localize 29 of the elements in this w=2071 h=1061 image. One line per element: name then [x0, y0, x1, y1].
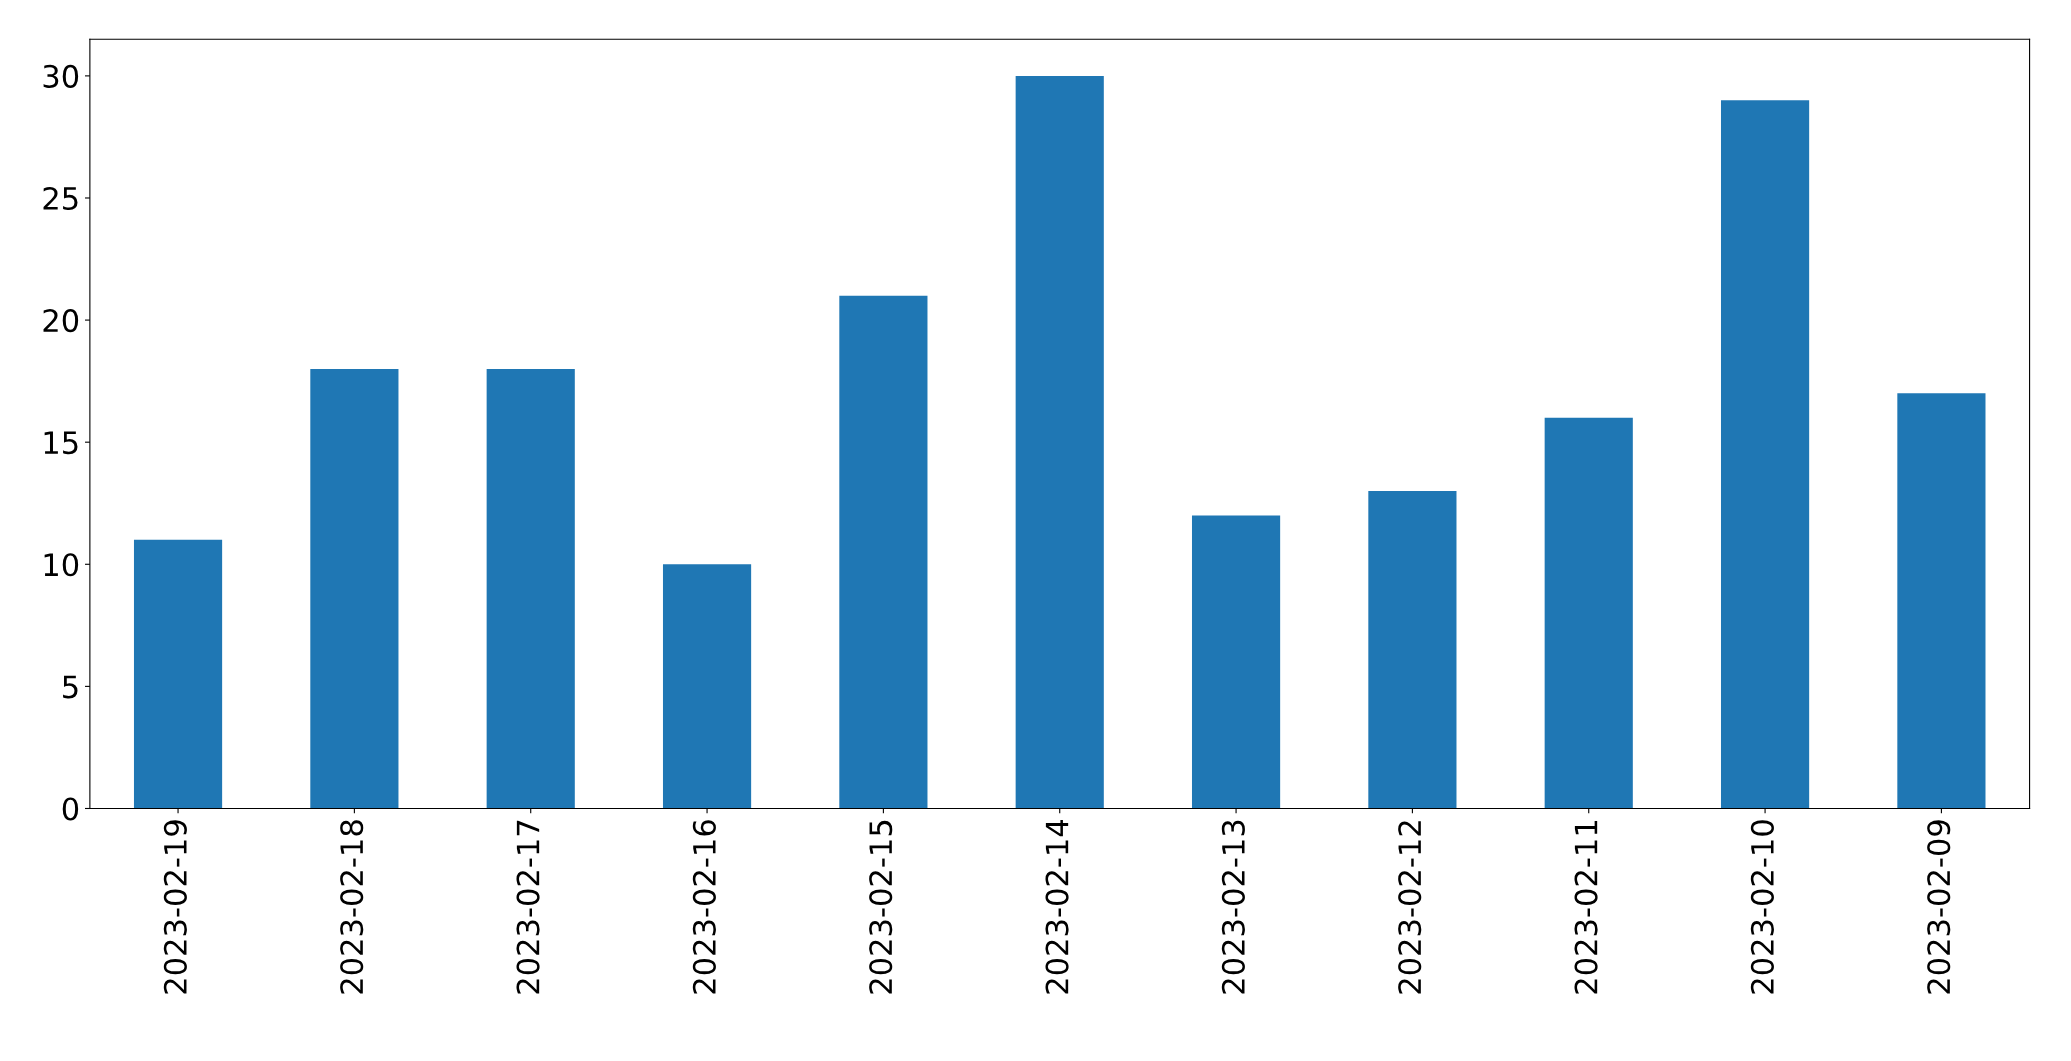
y-tick-label: 0 [62, 797, 79, 821]
bar [1544, 417, 1633, 809]
x-tick-label: 2023-02-12 [1398, 821, 1422, 994]
x-tick-label: 2023-02-10 [1750, 820, 1774, 994]
x-tick-label: 2023-02-17 [516, 820, 540, 994]
x-tick-label: 2023-02-18 [340, 820, 364, 994]
y-tick-label: 10 [44, 553, 79, 577]
bar [1368, 491, 1457, 809]
x-tick-label: 2023-02-09 [1927, 820, 1951, 994]
x-tick-label: 2023-02-11 [1574, 821, 1598, 994]
x-tick-label: 2023-02-16 [692, 820, 716, 994]
bar [310, 368, 399, 809]
bar [1015, 75, 1104, 809]
x-tick-label: 2023-02-19 [163, 820, 187, 994]
bar [1720, 100, 1810, 809]
x-tick-label: 2023-02-14 [1045, 819, 1069, 994]
y-tick-label: 5 [63, 675, 78, 699]
bar [486, 368, 575, 809]
bar [839, 295, 928, 809]
y-tick-label: 30 [43, 64, 79, 88]
bar [133, 539, 223, 809]
bar [1191, 515, 1281, 809]
y-tick-label: 20 [43, 309, 79, 333]
x-tick-label: 2023-02-13 [1221, 820, 1245, 994]
bar [1897, 393, 1986, 809]
x-tick-label: 2023-02-15 [869, 820, 893, 994]
y-tick-label: 15 [44, 431, 78, 455]
bar [662, 564, 752, 809]
y-tick-label: 25 [43, 186, 78, 211]
